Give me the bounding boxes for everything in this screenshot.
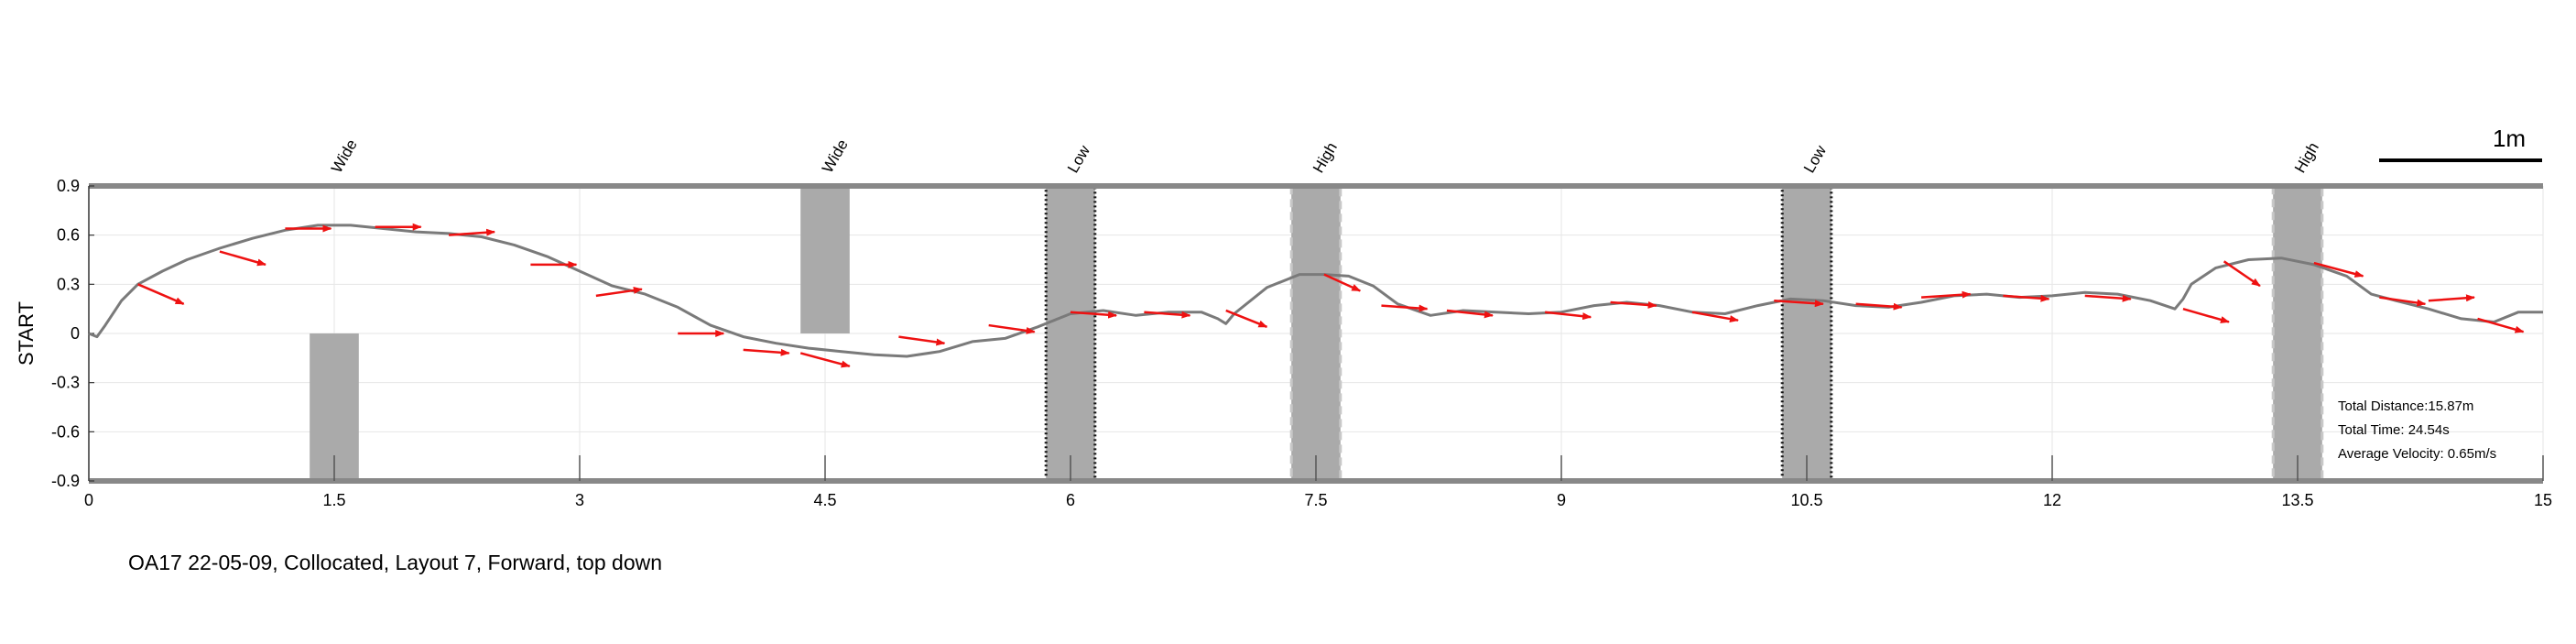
x-tick-label: 9	[1557, 491, 1566, 509]
arrows-layer	[137, 223, 2525, 368]
velocity-arrow	[2477, 317, 2525, 333]
trajectory-path	[88, 224, 2543, 358]
velocity-arrow	[1446, 309, 1494, 319]
obstacle-high	[2273, 186, 2322, 481]
x-tick-label: 6	[1066, 491, 1075, 509]
path-layer	[88, 224, 2543, 358]
velocity-arrow	[448, 228, 496, 236]
y-tick-label: 0.6	[57, 226, 80, 245]
obstacle-label: High	[2291, 139, 2322, 176]
x-tick-label: 12	[2043, 491, 2061, 509]
obstacle-label: Wide	[328, 136, 361, 176]
x-tick-label: 4.5	[813, 491, 836, 509]
obstacle-outline	[1289, 184, 1342, 483]
scale-bar-label: 1m	[2493, 125, 2526, 152]
scale-bar: 1m	[2379, 125, 2542, 162]
x-tick-label: 1.5	[322, 491, 345, 509]
obstacle-outline	[2271, 184, 2324, 483]
velocity-arrow	[2084, 294, 2132, 302]
velocity-arrow	[2428, 294, 2475, 302]
x-tick-label: 15	[2534, 491, 2552, 509]
velocity-arrow	[1070, 311, 1118, 319]
velocity-arrow	[1920, 290, 1972, 299]
obstacle-label: Low	[1064, 142, 1093, 176]
velocity-arrow	[219, 250, 266, 267]
obstacle-low	[1782, 186, 1831, 481]
y-tick-label: 0	[71, 324, 80, 343]
velocity-arrow	[595, 287, 643, 298]
labels-layer: Wide Wide Low High Low High 0 1.5 3 4.5 6 7.5 9 10.5 1…	[51, 136, 2552, 509]
average-velocity: Average Velocity: 0.65m/s	[2338, 446, 2496, 462]
y-tick-label: 0.3	[57, 275, 80, 293]
total-distance: Total Distance:15.87m	[2338, 398, 2473, 414]
obstacles	[310, 184, 2324, 483]
velocity-arrow	[799, 352, 851, 368]
velocity-arrow	[1691, 311, 1739, 323]
velocity-arrow	[988, 323, 1036, 334]
y-tick-label: -0.3	[51, 374, 80, 392]
obstacle-wide	[800, 186, 850, 333]
velocity-arrow	[137, 283, 185, 305]
velocity-arrow	[1774, 299, 1824, 308]
velocity-arrow	[1323, 273, 1362, 292]
velocity-arrow	[2223, 260, 2261, 288]
velocity-arrow	[743, 348, 790, 356]
obstacle-low	[1046, 186, 1095, 481]
velocity-arrow	[2003, 294, 2050, 302]
x-tick-label: 0	[84, 491, 93, 509]
y-axis-label: START	[15, 301, 38, 366]
y-tick-label: -0.9	[51, 472, 80, 490]
x-tick-label: 10.5	[1790, 491, 1822, 509]
velocity-arrow	[2182, 307, 2230, 323]
y-tick-label: 0.9	[57, 177, 80, 195]
velocity-arrow	[898, 335, 946, 346]
velocity-arrow	[1855, 302, 1903, 311]
obstacle-label: Low	[1800, 142, 1830, 176]
x-tick-label: 3	[575, 491, 584, 509]
figure-caption: OA17 22-05-09, Collocated, Layout 7, For…	[128, 551, 662, 574]
total-time: Total Time: 24.54s	[2338, 422, 2450, 438]
velocity-arrow	[1225, 309, 1268, 329]
velocity-arrow	[1544, 311, 1592, 321]
y-tick-label: -0.6	[51, 422, 80, 441]
obstacle-label: High	[1310, 139, 1341, 176]
velocity-arrow	[2379, 296, 2427, 307]
velocity-arrow	[1144, 311, 1191, 319]
obstacle-high	[1291, 186, 1341, 481]
stats-box: Total Distance:15.87m Total Time: 24.54s…	[2338, 398, 2496, 462]
velocity-arrow	[1610, 300, 1658, 309]
velocity-arrow	[2313, 261, 2364, 278]
x-tick-label: 7.5	[1304, 491, 1327, 509]
x-tick-label: 13.5	[2281, 491, 2313, 509]
obstacle-label: Wide	[819, 136, 852, 176]
velocity-arrow	[1381, 304, 1429, 312]
